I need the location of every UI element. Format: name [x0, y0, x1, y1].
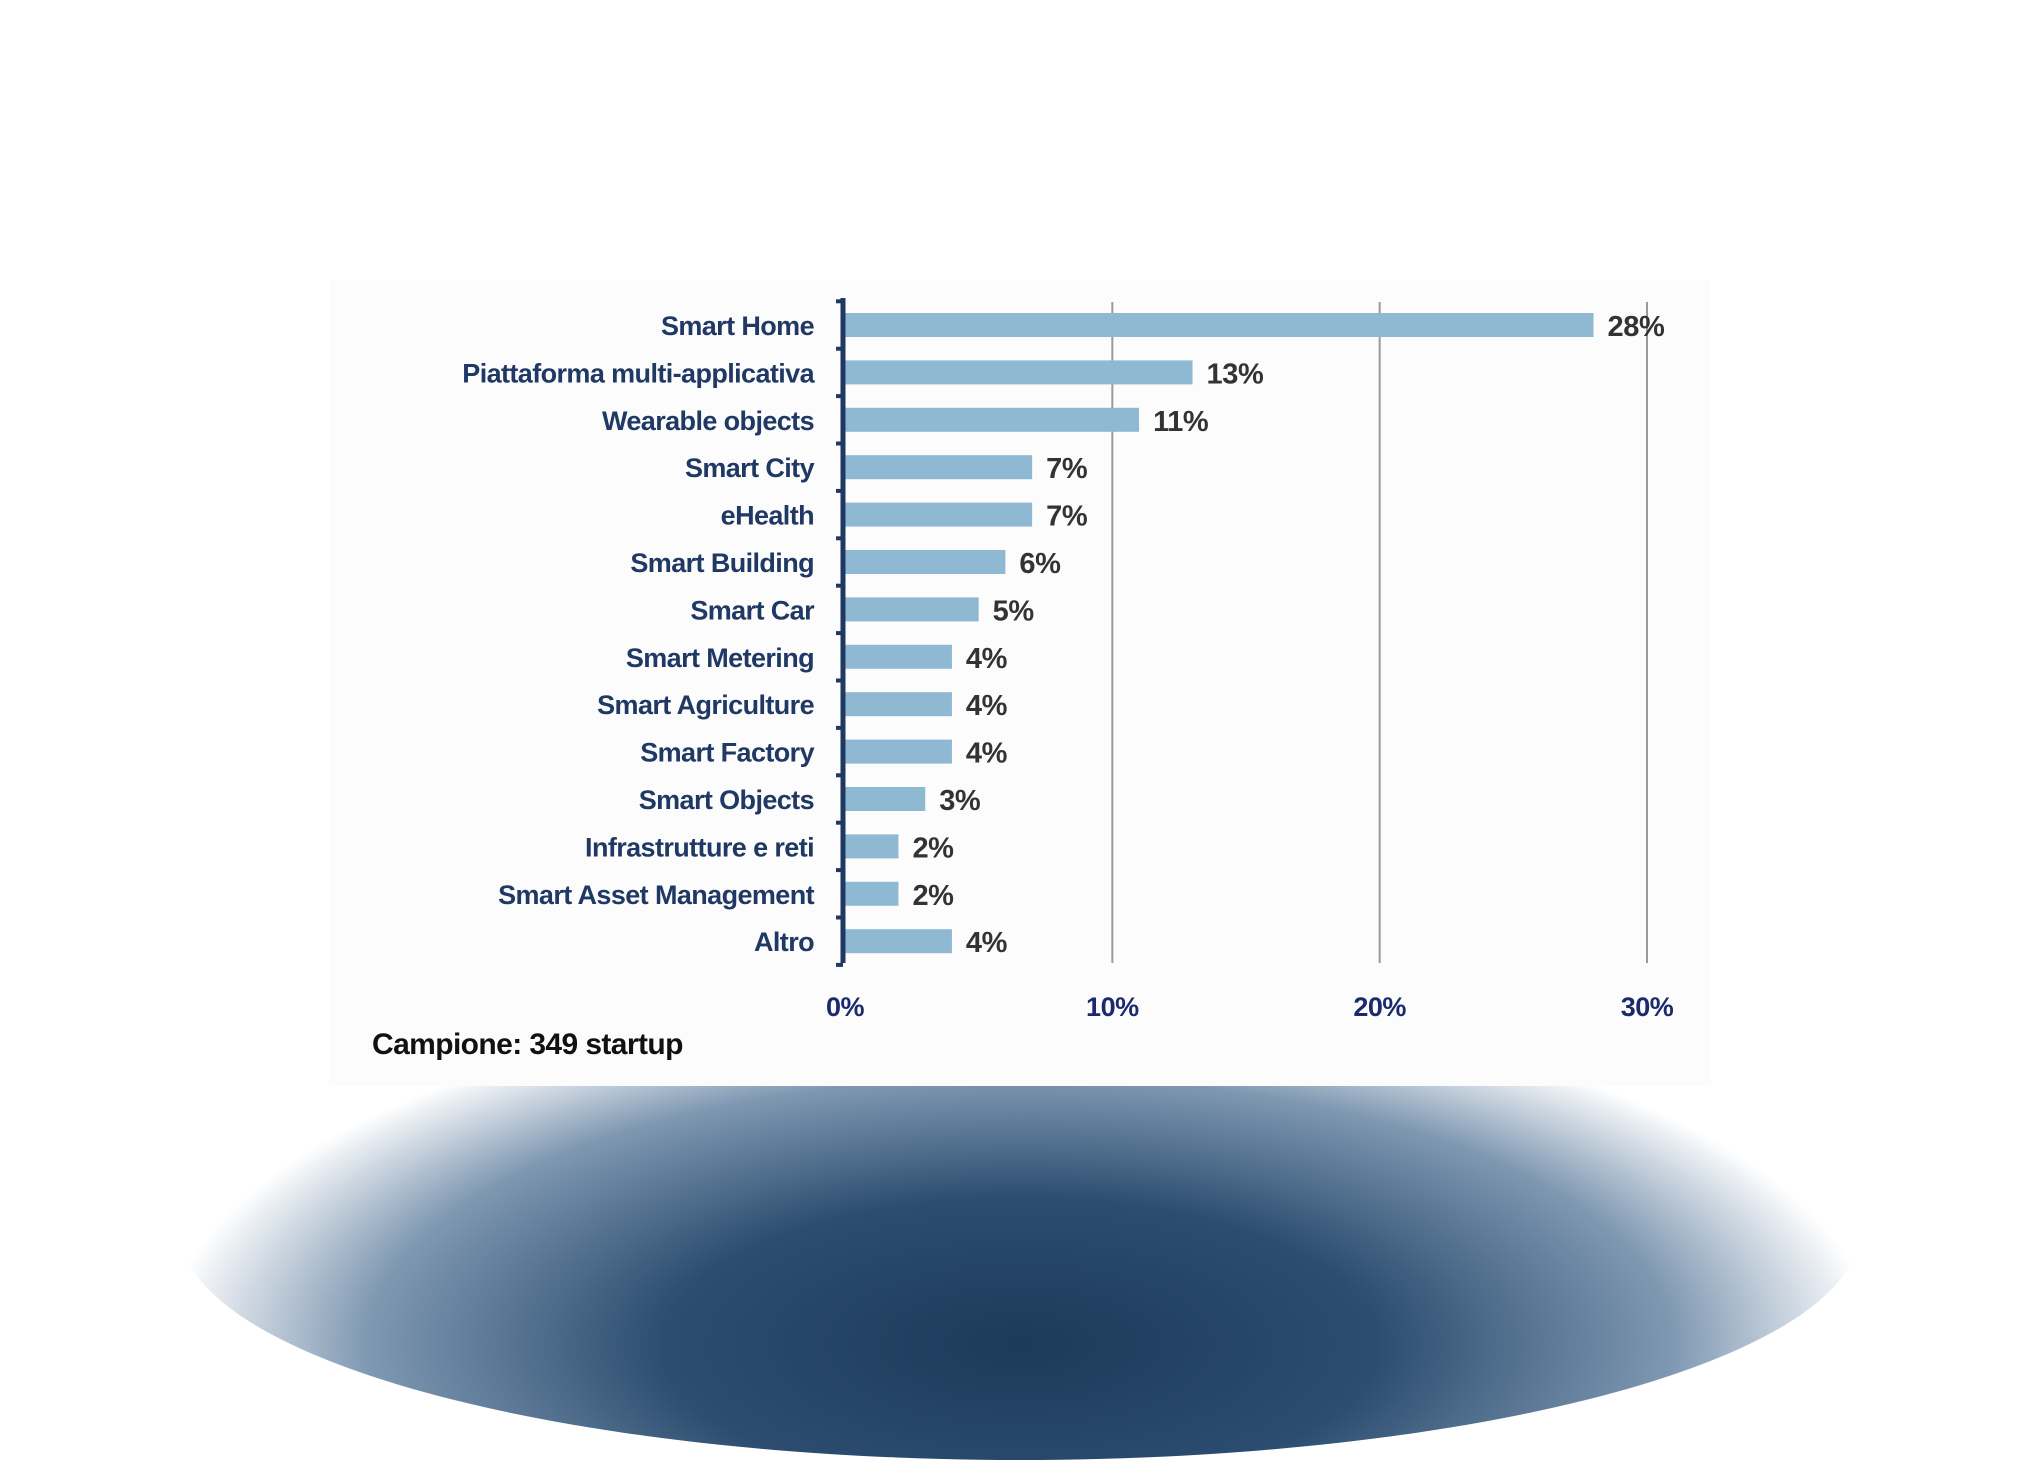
data-label: 28% [1608, 311, 1665, 343]
bar [845, 692, 952, 717]
bar [845, 597, 979, 622]
bar [845, 407, 1140, 432]
bar [845, 360, 1193, 385]
category-label: Smart Home [661, 311, 815, 341]
tick-label: 0% [826, 992, 865, 1022]
category-label: Smart Factory [640, 738, 814, 768]
data-label: 13% [1207, 358, 1264, 390]
category-label: Piattaforma multi-applicativa [462, 358, 815, 388]
tick-label: 20% [1353, 992, 1406, 1022]
category-label: Smart Objects [639, 785, 814, 815]
data-label: 5% [993, 595, 1035, 627]
data-label: 4% [966, 927, 1008, 959]
data-label: 7% [1046, 453, 1088, 485]
category-label: Wearable objects [602, 406, 814, 436]
data-label: 6% [1019, 548, 1061, 580]
tick-label: 30% [1621, 992, 1674, 1022]
x-axis-ticks: 0% 10% 20% 30% [826, 992, 1674, 1022]
bar [845, 644, 952, 669]
data-label: 4% [966, 643, 1008, 675]
category-label: Smart Car [690, 595, 815, 625]
gridlines [1111, 302, 1648, 963]
bar [845, 313, 1594, 337]
bar [845, 881, 899, 906]
category-label: Smart Building [630, 548, 814, 578]
category-label: Infrastrutture e reti [585, 832, 814, 862]
data-label: 4% [966, 738, 1008, 770]
data-label: 7% [1046, 501, 1088, 533]
bar [845, 550, 1006, 574]
y-axis [836, 298, 846, 967]
tick-label: 10% [1086, 992, 1139, 1022]
data-label: 3% [939, 785, 981, 817]
category-label: Smart City [685, 453, 815, 483]
bar [845, 929, 952, 954]
bar [845, 502, 1033, 527]
category-label: Smart Agriculture [597, 690, 814, 720]
bar [845, 739, 952, 764]
bars: Smart Home 28% Piattaforma multi-applicati… [462, 311, 1665, 959]
category-label: Altro [754, 927, 814, 957]
bar [845, 455, 1033, 480]
category-label: Smart Asset Management [498, 880, 815, 910]
bar [845, 787, 926, 811]
category-label: eHealth [721, 501, 814, 531]
data-label: 2% [912, 880, 954, 912]
bar [845, 834, 899, 859]
data-label: 4% [966, 690, 1008, 722]
data-label: 11% [1153, 406, 1209, 438]
bar-chart: Smart Home 28% Piattaforma multi-applicati… [372, 298, 1674, 1061]
data-label: 2% [912, 832, 954, 864]
sample-note: Campione: 349 startup [372, 1028, 683, 1061]
category-label: Smart Metering [626, 643, 814, 673]
